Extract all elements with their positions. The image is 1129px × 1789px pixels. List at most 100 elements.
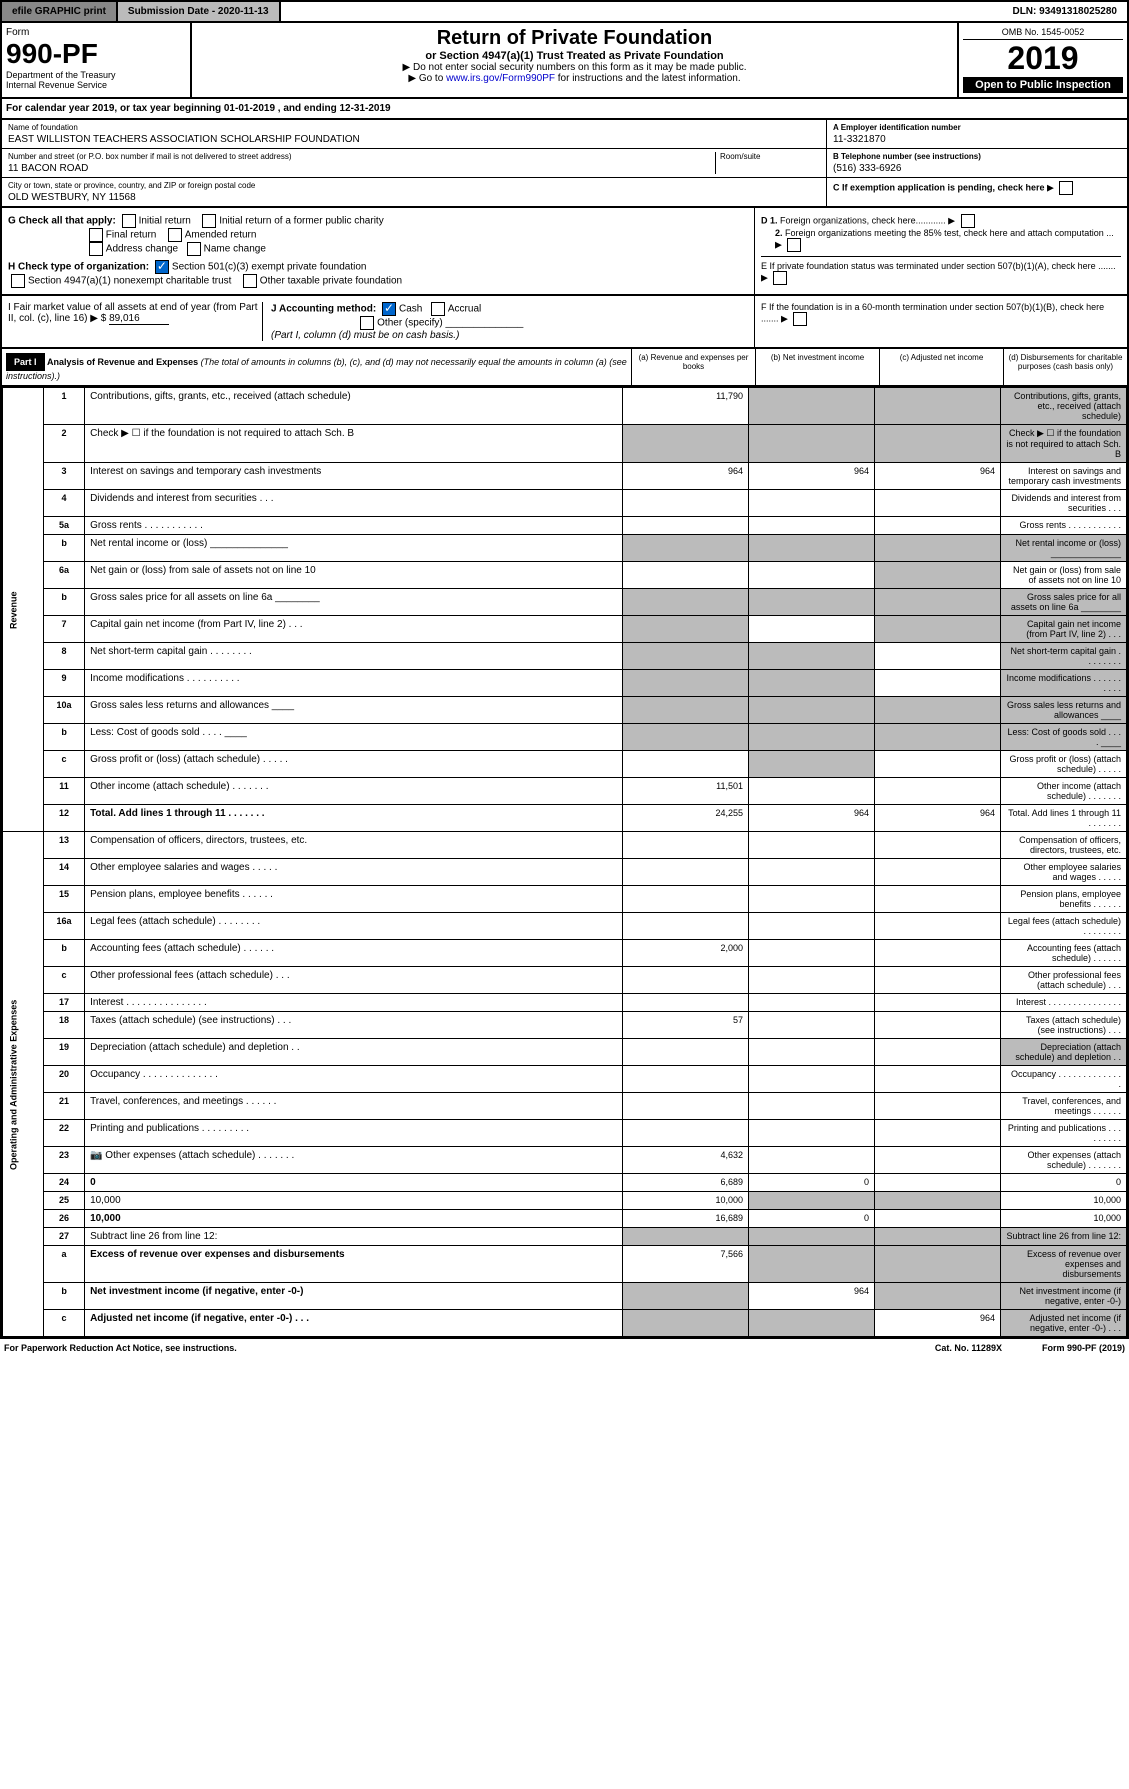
row-desc: 10,000 — [85, 1192, 623, 1210]
h-other-checkbox[interactable] — [243, 274, 257, 288]
cell-13-b — [749, 832, 875, 859]
row-num: b — [44, 724, 85, 751]
row-num: 7 — [44, 616, 85, 643]
h-4947-checkbox[interactable] — [11, 274, 25, 288]
cell-27-a — [623, 1228, 749, 1246]
cell-13-c — [875, 832, 1001, 859]
cell-6a-d: Net gain or (loss) from sale of assets n… — [1001, 562, 1127, 589]
row-num: 12 — [44, 805, 85, 832]
footer: For Paperwork Reduction Act Notice, see … — [0, 1339, 1129, 1357]
d1-row: D 1. Foreign organizations, check here..… — [761, 214, 1121, 228]
cell-16c-d: Other professional fees (attach schedule… — [1001, 967, 1127, 994]
row-desc: Gross profit or (loss) (attach schedule)… — [85, 751, 623, 778]
cell-26-a: 16,689 — [623, 1210, 749, 1228]
part1-header: Part I — [6, 353, 45, 371]
g-name-checkbox[interactable] — [187, 242, 201, 256]
cell-8-c — [875, 643, 1001, 670]
cell-10b-b — [749, 724, 875, 751]
col-c: (c) Adjusted net income — [879, 349, 1003, 385]
efile-label: efile GRAPHIC print — [2, 2, 118, 21]
cell-16b-c — [875, 940, 1001, 967]
row-num: 5a — [44, 517, 85, 535]
g-addr-checkbox[interactable] — [89, 242, 103, 256]
form-number: 990-PF — [6, 38, 186, 70]
g-amended-checkbox[interactable] — [168, 228, 182, 242]
cell-18-c — [875, 1012, 1001, 1039]
irs-link[interactable]: www.irs.gov/Form990PF — [446, 73, 555, 84]
g-row: G Check all that apply: Initial return I… — [8, 214, 748, 256]
j-cash-checkbox[interactable] — [382, 302, 396, 316]
j-accrual-checkbox[interactable] — [431, 302, 445, 316]
cell-18-a: 57 — [623, 1012, 749, 1039]
form-label: Form — [6, 27, 186, 38]
cell-16a-a — [623, 913, 749, 940]
row-desc: Total. Add lines 1 through 11 . . . . . … — [85, 805, 623, 832]
fmv-amount: 89,016 — [109, 313, 169, 325]
cell-1-c — [875, 388, 1001, 425]
cell-22-b — [749, 1120, 875, 1147]
cell-8-d: Net short-term capital gain . . . . . . … — [1001, 643, 1127, 670]
form-title: Return of Private Foundation — [196, 27, 953, 50]
cell-16c-a — [623, 967, 749, 994]
row-num: c — [44, 1310, 85, 1337]
g-initial2-checkbox[interactable] — [202, 214, 216, 228]
row-num: 9 — [44, 670, 85, 697]
cell-5b-c — [875, 535, 1001, 562]
cell-17-a — [623, 994, 749, 1012]
row-desc: Travel, conferences, and meetings . . . … — [85, 1093, 623, 1120]
cell-14-c — [875, 859, 1001, 886]
h-501c3-checkbox[interactable] — [155, 260, 169, 274]
cell-27-d: Subtract line 26 from line 12: — [1001, 1228, 1127, 1246]
f-row: F If the foundation is in a 60-month ter… — [761, 302, 1121, 326]
j-other-checkbox[interactable] — [360, 316, 374, 330]
row-desc: Printing and publications . . . . . . . … — [85, 1120, 623, 1147]
cell-9-c — [875, 670, 1001, 697]
g-initial-checkbox[interactable] — [122, 214, 136, 228]
cell-21-d: Travel, conferences, and meetings . . . … — [1001, 1093, 1127, 1120]
row-num: a — [44, 1246, 85, 1283]
cell-16b-a: 2,000 — [623, 940, 749, 967]
row-num: 2 — [44, 425, 85, 463]
row-num: b — [44, 535, 85, 562]
d2-checkbox[interactable] — [787, 238, 801, 252]
cell-27c-d: Adjusted net income (if negative, enter … — [1001, 1310, 1127, 1337]
row-num: 20 — [44, 1066, 85, 1093]
cell-17-d: Interest . . . . . . . . . . . . . . . — [1001, 994, 1127, 1012]
row-num: 16a — [44, 913, 85, 940]
cell-27-c — [875, 1228, 1001, 1246]
cell-15-b — [749, 886, 875, 913]
cell-10a-d: Gross sales less returns and allowances … — [1001, 697, 1127, 724]
cell-27b-b: 964 — [749, 1283, 875, 1310]
f-checkbox[interactable] — [793, 312, 807, 326]
c-checkbox[interactable] — [1059, 181, 1073, 195]
d1-checkbox[interactable] — [961, 214, 975, 228]
cell-26-c — [875, 1210, 1001, 1228]
g-final-checkbox[interactable] — [89, 228, 103, 242]
cell-2-c — [875, 425, 1001, 463]
col-d: (d) Disbursements for charitable purpose… — [1003, 349, 1127, 385]
cell-5b-b — [749, 535, 875, 562]
cell-22-a — [623, 1120, 749, 1147]
cell-20-a — [623, 1066, 749, 1093]
cell-11-c — [875, 778, 1001, 805]
cell-17-b — [749, 994, 875, 1012]
cell-5a-a — [623, 517, 749, 535]
form-header: Form 990-PF Department of the Treasury I… — [0, 23, 1129, 99]
row-desc: Other income (attach schedule) . . . . .… — [85, 778, 623, 805]
cell-26-d: 10,000 — [1001, 1210, 1127, 1228]
open-public: Open to Public Inspection — [963, 77, 1123, 93]
section-g-d: G Check all that apply: Initial return I… — [0, 208, 1129, 296]
row-num: c — [44, 751, 85, 778]
cell-16c-c — [875, 967, 1001, 994]
cell-20-b — [749, 1066, 875, 1093]
row-desc: Less: Cost of goods sold . . . . ____ — [85, 724, 623, 751]
footer-left: For Paperwork Reduction Act Notice, see … — [4, 1343, 237, 1353]
row-num: b — [44, 1283, 85, 1310]
cell-16a-b — [749, 913, 875, 940]
cell-8-a — [623, 643, 749, 670]
e-checkbox[interactable] — [773, 271, 787, 285]
col-a: (a) Revenue and expenses per books — [631, 349, 755, 385]
cell-27a-b — [749, 1246, 875, 1283]
row-desc: 0 — [85, 1174, 623, 1192]
dln-label: DLN: 93491318025280 — [1002, 2, 1127, 21]
